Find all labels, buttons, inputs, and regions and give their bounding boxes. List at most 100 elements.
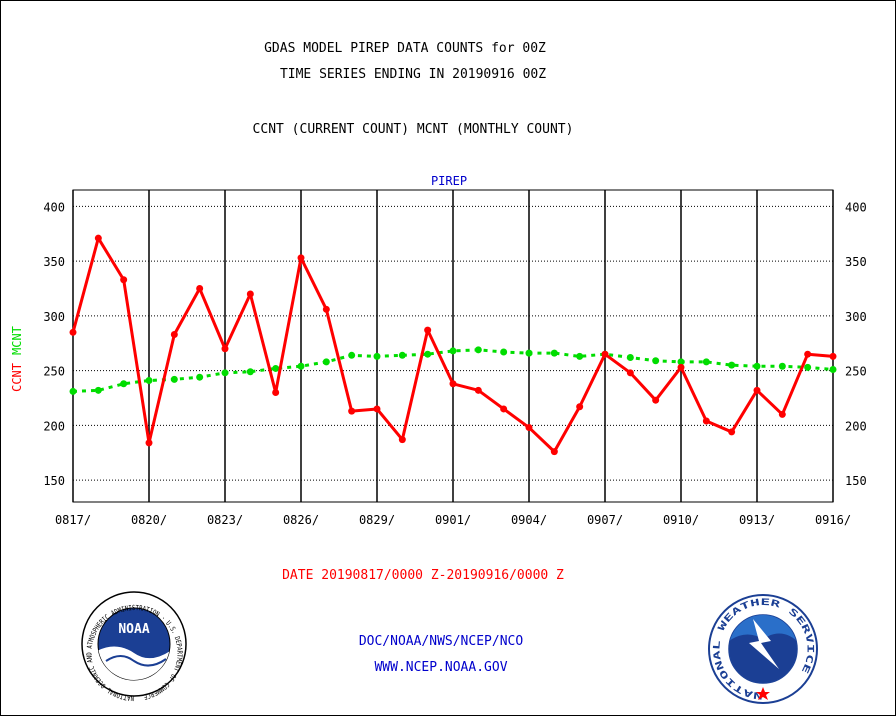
point-mcnt [474, 346, 482, 354]
y-tick-right: 200 [845, 419, 867, 433]
point-ccnt [702, 417, 710, 425]
ylabel-mcnt: MCNT [10, 326, 24, 355]
x-tick-label: 0901/ [435, 513, 471, 527]
point-ccnt [576, 403, 584, 411]
point-ccnt [804, 350, 812, 358]
point-mcnt [69, 387, 77, 395]
y-tick-left: 200 [43, 419, 65, 433]
point-ccnt [601, 350, 609, 358]
x-tick-labels: 0817/0820/0823/0826/0829/0901/0904/0907/… [55, 513, 851, 527]
point-mcnt [576, 352, 584, 360]
noaa-logo: NOAA NATIONAL OCEANIC AND ATMOSPHERIC AD… [81, 591, 187, 702]
point-ccnt [449, 380, 457, 388]
nws-logo: NATIONAL WEATHER SERVICE [708, 594, 818, 704]
y-tick-right: 300 [845, 310, 867, 324]
point-mcnt [728, 361, 736, 369]
x-tick-label: 0916/ [815, 513, 851, 527]
point-ccnt [272, 389, 280, 397]
point-mcnt [778, 362, 786, 370]
point-mcnt [170, 375, 178, 383]
point-ccnt [145, 439, 153, 447]
y-tick-right: 350 [845, 255, 867, 269]
point-ccnt [753, 386, 761, 394]
y-tick-left: 250 [43, 365, 65, 379]
url-text: WWW.NCEP.NOAA.GOV [374, 660, 507, 675]
org-text: DOC/NOAA/NWS/NCEP/NCO [359, 634, 524, 649]
x-tick-label: 0829/ [359, 513, 395, 527]
y-tick-left: 300 [43, 310, 65, 324]
point-mcnt [94, 386, 102, 394]
point-mcnt [677, 358, 685, 366]
x-tick-label: 0910/ [663, 513, 699, 527]
point-ccnt [373, 405, 381, 413]
series-ccnt [69, 234, 837, 456]
point-mcnt [297, 362, 305, 370]
point-ccnt [196, 285, 204, 293]
point-mcnt [804, 363, 812, 371]
y-tick-labels-left: 150 200 250 300 350 400 [43, 200, 65, 488]
point-mcnt [322, 358, 330, 366]
point-ccnt [728, 428, 736, 436]
point-ccnt [120, 276, 128, 284]
point-mcnt [424, 350, 432, 358]
point-ccnt [69, 328, 77, 336]
point-ccnt [778, 410, 786, 418]
point-ccnt [626, 369, 634, 377]
point-mcnt [500, 348, 508, 356]
x-tick-label: 0823/ [207, 513, 243, 527]
point-ccnt [424, 326, 432, 334]
title-line-3: CCNT (CURRENT COUNT) MCNT (MONTHLY COUNT… [253, 122, 574, 137]
y-tick-left: 400 [43, 200, 65, 214]
title-line-1: GDAS MODEL PIREP DATA COUNTS for 00Z [264, 41, 546, 56]
point-ccnt [322, 305, 330, 313]
point-ccnt [474, 386, 482, 394]
point-mcnt [373, 352, 381, 360]
point-mcnt [626, 353, 634, 361]
point-ccnt [525, 424, 533, 432]
plot-area-border [72, 189, 834, 503]
x-tick-label: 0907/ [587, 513, 623, 527]
point-ccnt [170, 331, 178, 339]
point-mcnt [829, 366, 837, 374]
point-ccnt [829, 352, 837, 360]
point-mcnt [221, 369, 229, 377]
point-ccnt [246, 290, 254, 298]
point-mcnt [550, 349, 558, 357]
point-mcnt [246, 368, 254, 376]
y-tick-left: 150 [43, 474, 65, 488]
point-mcnt [196, 373, 204, 381]
point-ccnt [221, 345, 229, 353]
y-tick-right: 250 [845, 365, 867, 379]
y-tick-right: 150 [845, 474, 867, 488]
noaa-center-text: NOAA [118, 622, 149, 637]
series-mcnt [69, 346, 837, 395]
point-ccnt [398, 436, 406, 444]
point-ccnt [297, 254, 305, 262]
point-mcnt [120, 380, 128, 388]
grid-horizontal [73, 205, 833, 481]
x-tick-label: 0913/ [739, 513, 775, 527]
point-ccnt [500, 405, 508, 413]
x-tick-label: 0904/ [511, 513, 547, 527]
point-ccnt [94, 234, 102, 242]
point-mcnt [652, 357, 660, 365]
y-tick-right: 400 [845, 200, 867, 214]
point-mcnt [145, 376, 153, 384]
x-tick-label: 0826/ [283, 513, 319, 527]
point-ccnt [652, 396, 660, 404]
y-tick-labels-right: 150 200 250 300 350 400 [845, 200, 867, 488]
x-tick-label: 0817/ [55, 513, 91, 527]
grid-vertical [72, 190, 834, 502]
ylabel-ccnt: CCNT [10, 363, 24, 392]
point-mcnt [525, 349, 533, 357]
point-mcnt [272, 364, 280, 372]
x-tick-label: 0820/ [131, 513, 167, 527]
point-mcnt [449, 347, 457, 355]
y-tick-left: 350 [43, 255, 65, 269]
nws-star-icon [756, 687, 770, 700]
point-ccnt [550, 448, 558, 456]
title-line-2: TIME SERIES ENDING IN 20190916 00Z [280, 67, 546, 82]
point-ccnt [677, 363, 685, 371]
